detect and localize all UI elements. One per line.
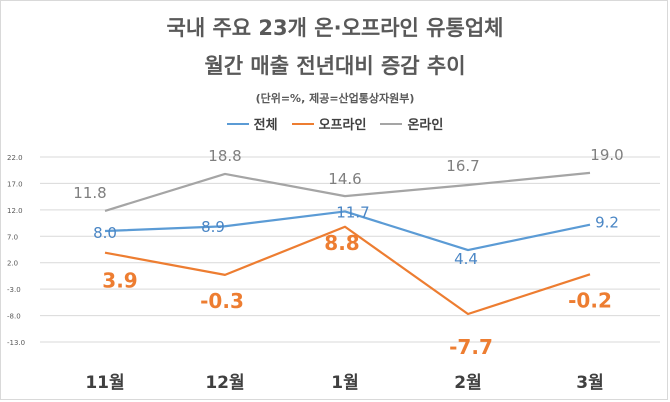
- legend-item-online: 온라인: [380, 114, 443, 133]
- data-label-online: 14.6: [328, 170, 361, 188]
- y-tick-label: 22.0: [7, 154, 23, 162]
- legend-swatch-total: [226, 122, 249, 125]
- data-label-total: 8.9: [201, 218, 225, 236]
- legend-item-offline: 오프라인: [291, 114, 367, 133]
- legend-label-total: 전체: [253, 118, 278, 133]
- data-label-online: 18.8: [208, 147, 241, 165]
- data-label-total: 4.4: [454, 250, 478, 268]
- legend: 전체 오프라인 온라인: [0, 114, 670, 133]
- series-line-offline: [104, 225, 591, 316]
- x-tick-label: 12월: [205, 373, 244, 393]
- data-label-total: 11.7: [336, 203, 369, 221]
- legend-label-online: 온라인: [407, 118, 444, 133]
- legend-label-offline: 오프라인: [318, 118, 367, 133]
- data-label-offline: -7.7: [449, 335, 493, 359]
- x-tick-label: 1월: [331, 373, 358, 393]
- chart-subtitle: 월간 매출 전년대비 증감 추이: [204, 54, 466, 78]
- data-label-offline: -0.2: [568, 288, 612, 312]
- y-tick-label: 2.0: [7, 260, 18, 268]
- data-label-total: 8.0: [93, 224, 117, 242]
- data-label-offline: -0.3: [200, 289, 244, 313]
- data-label-offline: 8.8: [324, 231, 359, 255]
- legend-item-total: 전체: [226, 114, 278, 133]
- chart-note: (단위=%, 제공=산업통상자원부): [255, 92, 415, 105]
- chart-title: 국내 주요 23개 온·오프라인 유통업체: [166, 16, 504, 40]
- y-tick-label: -13.0: [7, 339, 25, 347]
- x-tick-label: 2월: [454, 373, 481, 393]
- series-line-online: [104, 171, 591, 212]
- legend-swatch-online: [380, 122, 403, 125]
- y-tick-label: -3.0: [7, 286, 21, 294]
- series-line-total: [104, 210, 591, 252]
- y-tick-label: 7.0: [7, 233, 18, 241]
- data-label-online: 16.7: [446, 157, 479, 175]
- x-tick-label: 3월: [576, 373, 603, 393]
- x-tick-label: 11월: [85, 373, 124, 393]
- y-tick-label: 17.0: [7, 180, 23, 188]
- data-label-online: 11.8: [73, 184, 106, 202]
- data-label-total: 9.2: [595, 214, 619, 232]
- y-tick-label: 12.0: [7, 207, 23, 215]
- legend-swatch-offline: [291, 122, 314, 125]
- data-label-online: 19.0: [590, 146, 623, 164]
- data-label-offline: 3.9: [102, 269, 137, 293]
- y-tick-label: -8.0: [7, 313, 21, 321]
